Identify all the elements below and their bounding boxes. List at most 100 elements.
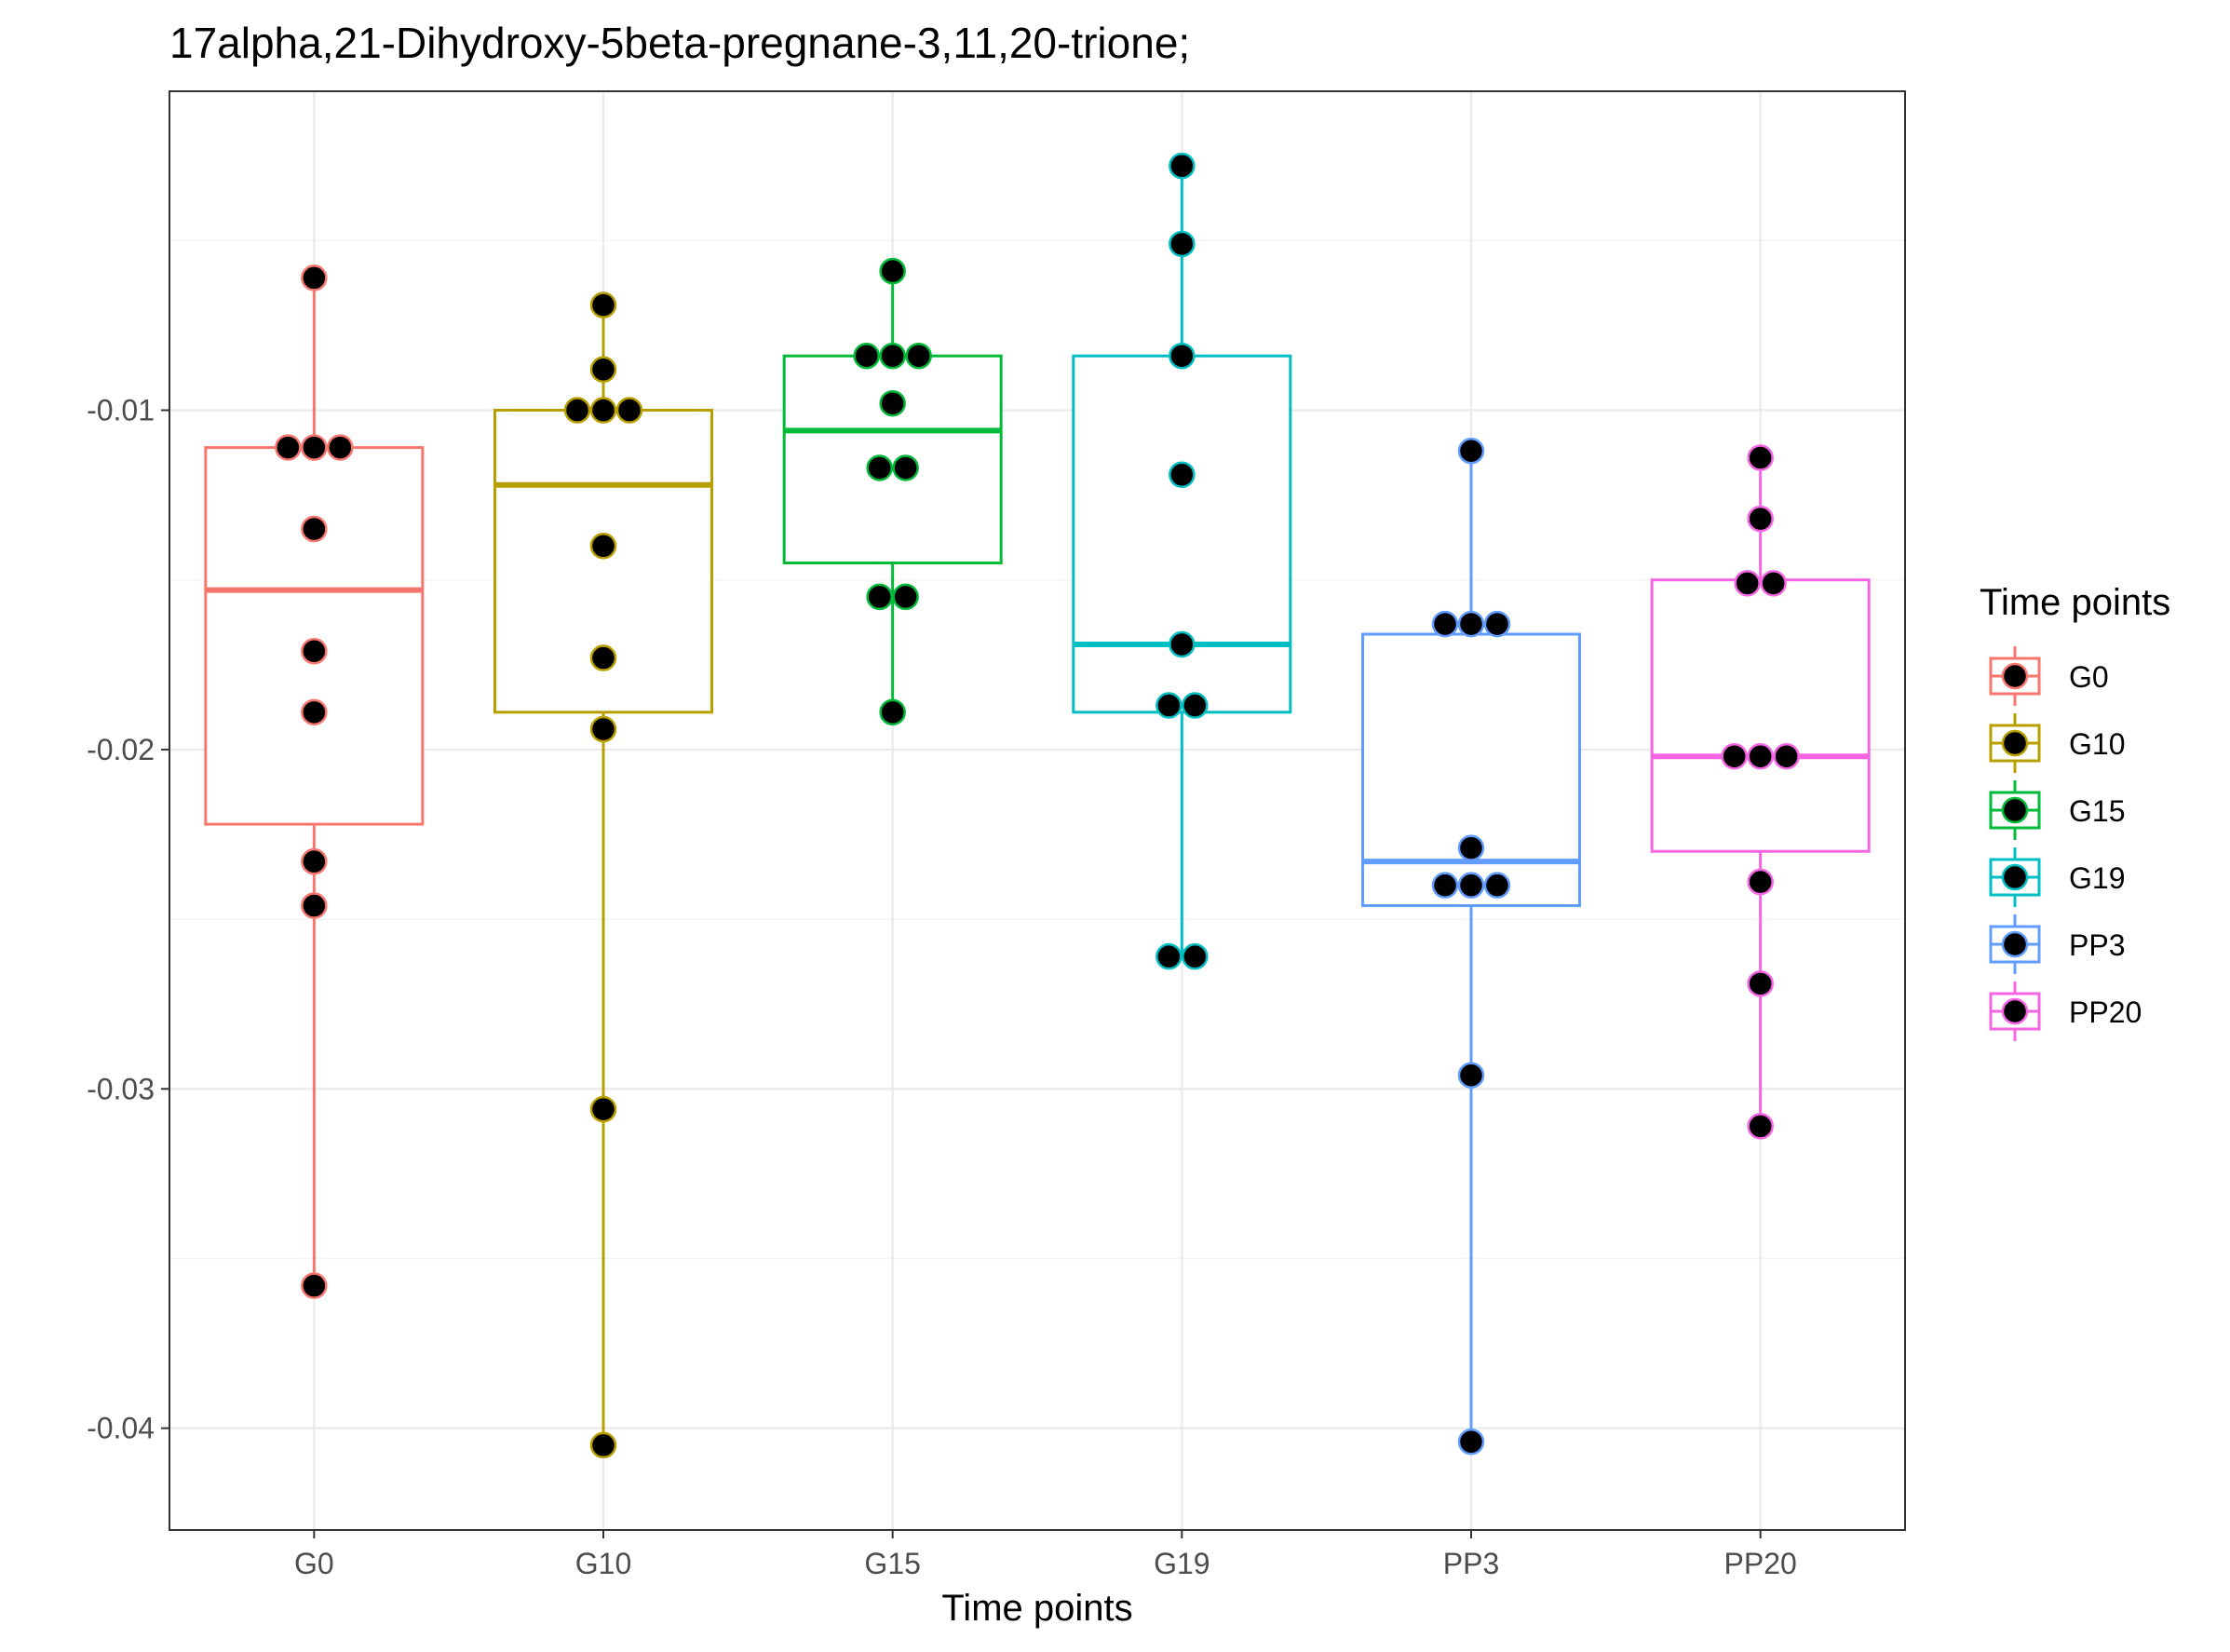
box <box>1072 354 1292 714</box>
box-group-pp3 <box>1361 438 1581 1456</box>
data-point <box>301 264 328 291</box>
legend-label: G10 <box>2069 727 2125 761</box>
data-point <box>301 847 328 875</box>
x-tick-label: PP3 <box>1443 1547 1499 1580</box>
box-group-pp20 <box>1650 444 1871 1140</box>
data-point <box>1156 942 1183 970</box>
legend-key-g10 <box>1989 713 2041 773</box>
data-point <box>1169 461 1196 489</box>
data-point <box>1182 692 1209 719</box>
box <box>782 354 1003 564</box>
data-point <box>589 533 617 560</box>
data-point <box>1431 872 1459 899</box>
data-point <box>301 1272 328 1299</box>
data-point <box>879 698 906 726</box>
chart-title: 17alpha,21-Dihydroxy-5beta-pregnane-3,11… <box>169 19 1190 67</box>
data-point <box>1747 868 1774 896</box>
x-tick-label: G15 <box>864 1547 920 1580</box>
legend-key-point <box>2001 930 2029 958</box>
y-tick-label: -0.04 <box>87 1412 155 1445</box>
data-point <box>327 434 354 461</box>
y-tick-label: -0.03 <box>87 1072 155 1105</box>
data-point <box>1457 610 1485 638</box>
box-group-g19 <box>1072 152 1292 970</box>
legend-key-g19 <box>1989 847 2041 907</box>
x-tick-label: G19 <box>1154 1547 1210 1580</box>
data-point <box>879 342 906 370</box>
legend-key-g0 <box>1989 646 2041 706</box>
legend-key-point <box>2001 863 2029 891</box>
data-point <box>1483 610 1511 638</box>
box <box>204 446 425 826</box>
data-point <box>589 644 617 671</box>
data-point <box>563 397 591 424</box>
data-point <box>1747 1113 1774 1140</box>
data-point <box>905 342 932 370</box>
data-point <box>1457 872 1485 899</box>
data-point <box>1773 742 1800 770</box>
data-point <box>1431 610 1459 638</box>
data-point <box>1747 742 1774 770</box>
data-point <box>589 1095 617 1123</box>
data-point <box>1747 444 1774 471</box>
x-tick-label: PP20 <box>1724 1547 1797 1580</box>
data-point <box>892 454 919 481</box>
legend-key-point <box>2001 662 2029 690</box>
data-point <box>1156 692 1183 719</box>
box-group-g10 <box>493 291 713 1459</box>
data-point <box>1169 152 1196 180</box>
data-point <box>275 434 302 461</box>
data-point <box>1760 570 1787 597</box>
x-tick-label: G0 <box>294 1547 334 1580</box>
x-tick-label: G10 <box>575 1547 631 1580</box>
data-point <box>1169 630 1196 658</box>
data-point <box>1457 1062 1485 1089</box>
box <box>1361 632 1581 908</box>
data-point <box>301 434 328 461</box>
legend-key-point <box>2001 729 2029 757</box>
data-point <box>615 397 643 424</box>
data-point <box>892 583 919 611</box>
data-point <box>866 583 893 611</box>
plot-panel-border <box>169 90 1906 1531</box>
box-group-g15 <box>782 257 1003 726</box>
data-point <box>853 342 880 370</box>
box <box>1650 578 1871 853</box>
data-point <box>1747 970 1774 997</box>
data-point <box>1169 230 1196 258</box>
legend-key-g15 <box>1989 780 2041 840</box>
legend-key-point <box>2001 997 2029 1025</box>
data-point <box>301 698 328 726</box>
data-point <box>879 257 906 285</box>
legend-label: G15 <box>2069 794 2125 828</box>
data-point <box>589 291 617 318</box>
data-point <box>1182 942 1209 970</box>
legend-key-pp3 <box>1989 914 2041 974</box>
plot-area <box>204 152 1871 1459</box>
legend-key-pp20 <box>1989 982 2041 1041</box>
data-point <box>589 397 617 424</box>
legend-key-point <box>2001 796 2029 824</box>
x-axis-title: Time points <box>941 1588 1132 1629</box>
data-point <box>589 1431 617 1459</box>
data-point <box>1721 742 1748 770</box>
legend-title: Time points <box>1980 582 2170 623</box>
y-tick-label: -0.02 <box>87 733 155 766</box>
data-point <box>589 356 617 384</box>
data-point <box>1483 872 1511 899</box>
data-point <box>1457 834 1485 861</box>
data-point <box>301 637 328 665</box>
data-point <box>301 892 328 919</box>
legend-label: PP20 <box>2069 995 2142 1029</box>
data-point <box>879 389 906 417</box>
data-point <box>1747 505 1774 533</box>
data-point <box>301 515 328 543</box>
box-group-g0 <box>204 264 425 1299</box>
y-tick-label: -0.01 <box>87 394 155 427</box>
data-point <box>866 454 893 481</box>
legend: Time points G0 G10 G15 G19 PP3 PP20 <box>1980 582 2170 1041</box>
data-point <box>1734 570 1761 597</box>
legend-label: G19 <box>2069 861 2125 895</box>
data-point <box>1457 1429 1485 1456</box>
